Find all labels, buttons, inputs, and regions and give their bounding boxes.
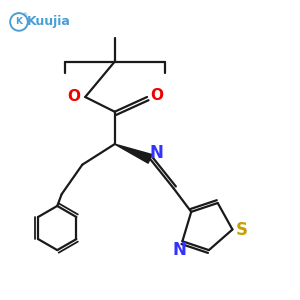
Text: N: N bbox=[149, 144, 164, 162]
Text: Kuujia: Kuujia bbox=[26, 15, 70, 28]
Text: O: O bbox=[68, 89, 80, 104]
Text: O: O bbox=[150, 88, 163, 103]
Polygon shape bbox=[115, 144, 152, 163]
Text: S: S bbox=[235, 221, 247, 239]
Text: K: K bbox=[16, 17, 22, 26]
Text: ®: ® bbox=[21, 14, 27, 19]
Text: N: N bbox=[172, 241, 186, 259]
